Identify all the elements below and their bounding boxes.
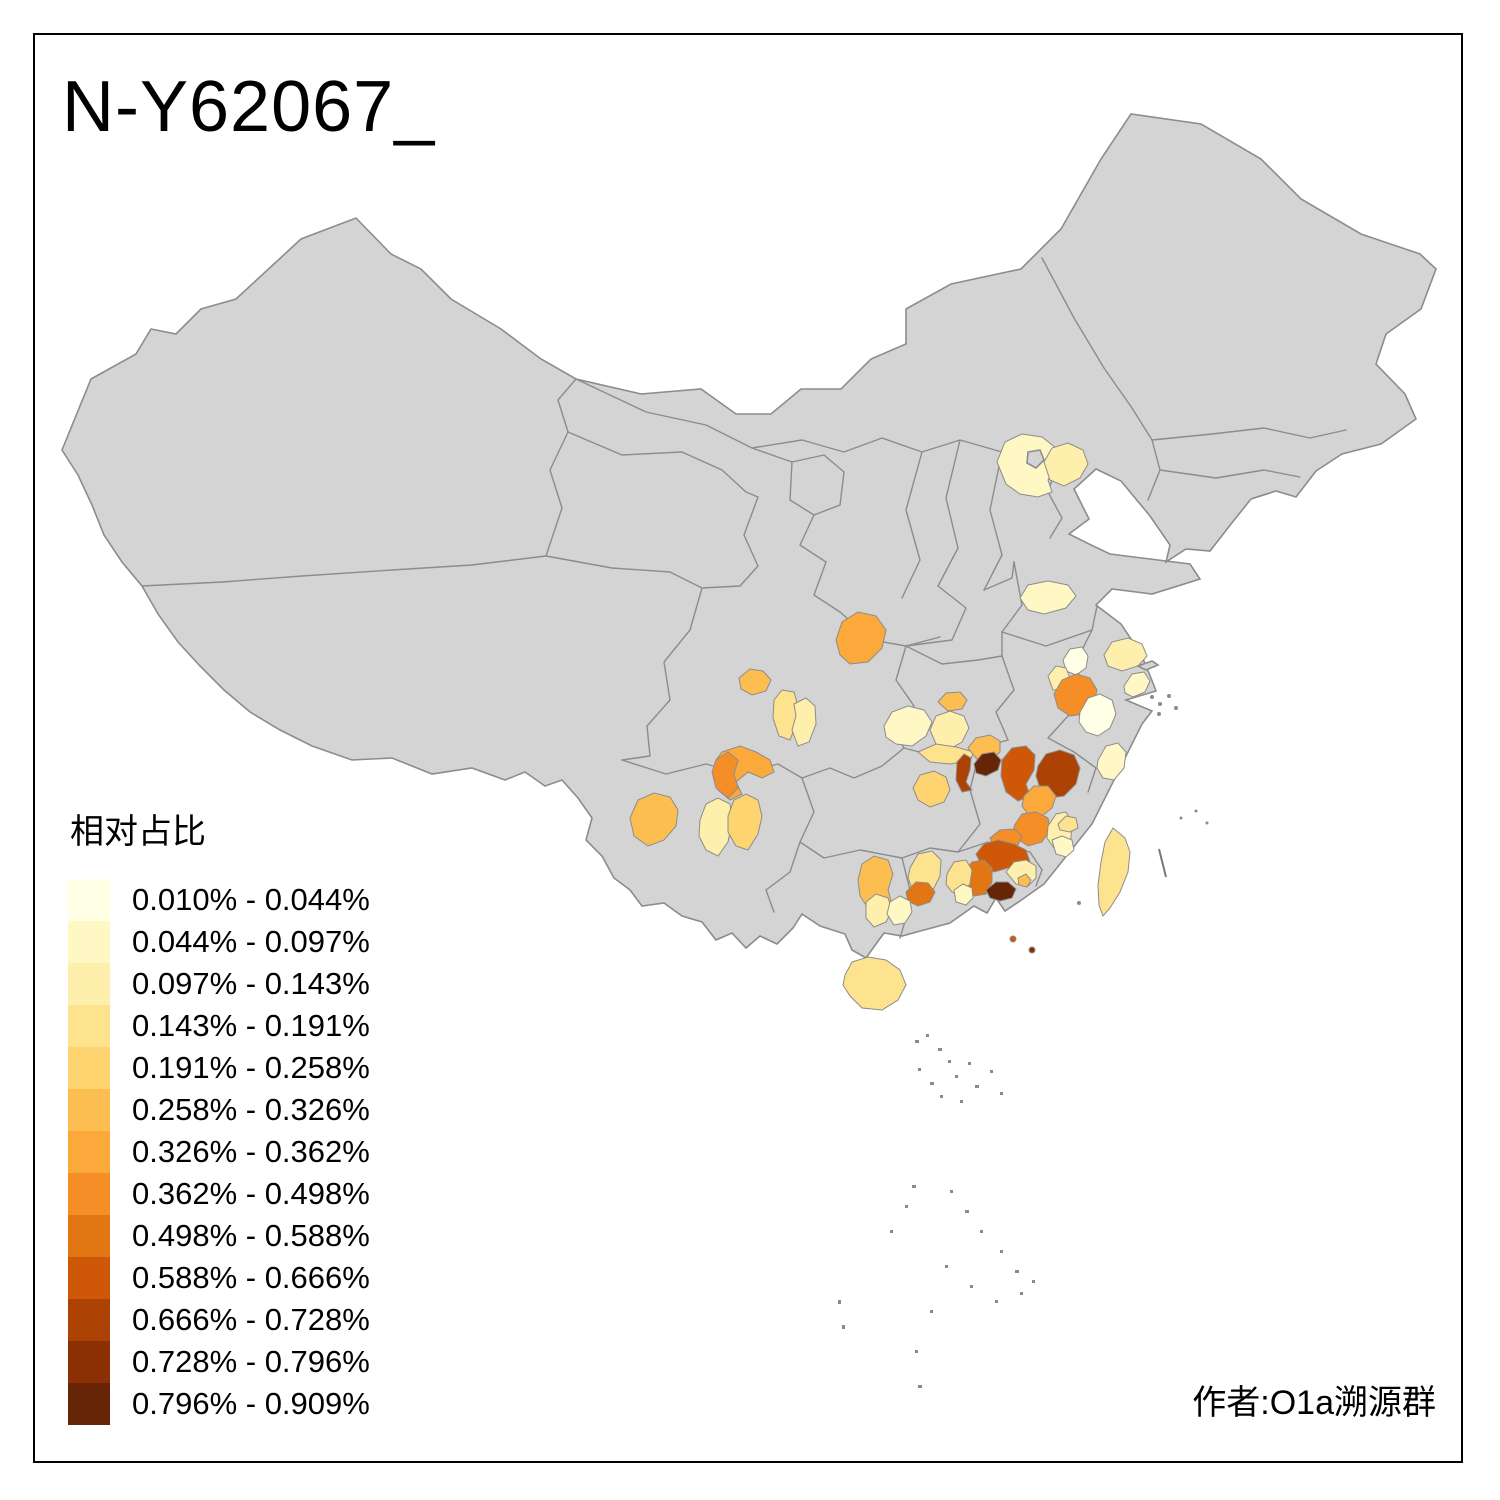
legend-label: 0.666% - 0.728% xyxy=(132,1302,370,1337)
legend-row: 0.044% - 0.097% xyxy=(68,921,370,963)
legend-label: 0.191% - 0.258% xyxy=(132,1050,370,1085)
prefecture-regions xyxy=(629,433,1151,1011)
region-zhejiang-n xyxy=(1078,693,1117,737)
legend-swatch xyxy=(68,1089,110,1131)
region-fujian-coast xyxy=(1057,815,1079,833)
legend-label: 0.044% - 0.097% xyxy=(132,924,370,959)
region-taiwan xyxy=(1097,827,1131,917)
mainland xyxy=(61,113,1437,960)
region-nanping xyxy=(1021,785,1057,817)
legend-swatch xyxy=(68,1257,110,1299)
legend-label: 0.097% - 0.143% xyxy=(132,966,370,1001)
region-sichuan-sw xyxy=(711,751,739,799)
region-jiangxi-w-dark xyxy=(973,751,1002,777)
legend-row: 0.498% - 0.588% xyxy=(68,1215,370,1257)
islands xyxy=(838,660,1209,1388)
legend-row: 0.143% - 0.191% xyxy=(68,1005,370,1047)
legend-label: 0.728% - 0.796% xyxy=(132,1344,370,1379)
south-china-sea-islets xyxy=(838,1034,1035,1388)
region-pearl-delta xyxy=(985,881,1017,902)
legend: 相对占比 0.010% - 0.044% 0.044% - 0.097% 0.097… xyxy=(68,804,370,1425)
region-jiangxi-w-narrow xyxy=(955,753,973,793)
region-chongqing-w xyxy=(883,705,933,747)
legend-row: 0.362% - 0.498% xyxy=(68,1173,370,1215)
legend-label: 0.588% - 0.666% xyxy=(132,1260,370,1295)
region-dali xyxy=(629,792,679,847)
region-shanghai xyxy=(1123,671,1151,698)
legend-swatch xyxy=(68,963,110,1005)
region-hunan-nw xyxy=(912,770,951,808)
legend-entries: 0.010% - 0.044% 0.044% - 0.097% 0.097% - 0… xyxy=(68,879,370,1425)
region-tangshan xyxy=(1043,442,1089,487)
legend-label: 0.362% - 0.498% xyxy=(132,1176,370,1211)
legend-label: 0.258% - 0.326% xyxy=(132,1092,370,1127)
region-xiamen xyxy=(1017,873,1032,888)
legend-label: 0.010% - 0.044% xyxy=(132,882,370,917)
legend-row: 0.097% - 0.143% xyxy=(68,963,370,1005)
legend-swatch xyxy=(68,1131,110,1173)
legend-label: 0.796% - 0.909% xyxy=(132,1386,370,1421)
region-qujing xyxy=(727,793,763,851)
legend-swatch xyxy=(68,879,110,921)
mainland-outline xyxy=(61,113,1437,960)
page-title: N-Y62067_ xyxy=(62,67,436,147)
legend-row: 0.191% - 0.258% xyxy=(68,1047,370,1089)
legend-swatch xyxy=(68,1383,110,1425)
legend-swatch xyxy=(68,1341,110,1383)
region-sichuan-mid xyxy=(738,668,772,696)
region-fujian-se xyxy=(1051,835,1075,858)
region-hubei-small xyxy=(937,691,968,712)
legend-swatch xyxy=(68,1047,110,1089)
region-hanzhong xyxy=(835,611,887,665)
region-shandong-sw xyxy=(1019,580,1077,615)
legend-label: 0.143% - 0.191% xyxy=(132,1008,370,1043)
legend-swatch xyxy=(68,1173,110,1215)
legend-row: 0.666% - 0.728% xyxy=(68,1299,370,1341)
region-islet-b xyxy=(1028,946,1036,954)
beijing-enclave xyxy=(1026,449,1045,469)
region-nanchang xyxy=(1000,745,1036,802)
legend-row: 0.588% - 0.666% xyxy=(68,1257,370,1299)
region-guangxi-s xyxy=(886,895,913,926)
legend-swatch xyxy=(68,1215,110,1257)
region-chengdu-e xyxy=(791,697,817,747)
chongming-island xyxy=(1135,660,1160,671)
legend-label: 0.326% - 0.362% xyxy=(132,1134,370,1169)
legend-row: 0.326% - 0.362% xyxy=(68,1131,370,1173)
legend-label: 0.498% - 0.588% xyxy=(132,1218,370,1253)
legend-row: 0.010% - 0.044% xyxy=(68,879,370,921)
ryukyu-strip xyxy=(1158,848,1167,878)
legend-row: 0.258% - 0.326% xyxy=(68,1089,370,1131)
region-islet-a xyxy=(1009,935,1017,943)
region-gd-west-s xyxy=(953,883,974,906)
region-yancheng xyxy=(1103,637,1148,672)
author-credit: 作者:O1a溯源群 xyxy=(1192,1384,1436,1422)
legend-swatch xyxy=(68,921,110,963)
legend-title: 相对占比 xyxy=(70,813,206,851)
legend-swatch xyxy=(68,1299,110,1341)
region-hainan xyxy=(842,956,907,1011)
plot-border xyxy=(33,33,1463,1463)
region-zhejiang-s xyxy=(1096,742,1127,781)
legend-swatch xyxy=(68,1005,110,1047)
legend-row: 0.796% - 0.909% xyxy=(68,1383,370,1425)
legend-row: 0.728% - 0.796% xyxy=(68,1341,370,1383)
